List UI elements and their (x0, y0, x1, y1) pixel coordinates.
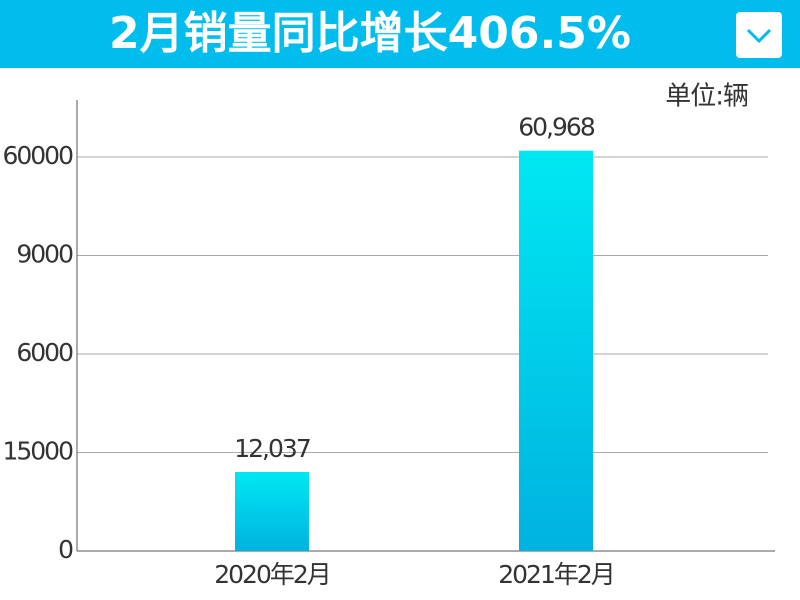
bar (519, 150, 593, 552)
chart-title: 2月销量同比增长406.5% (109, 8, 631, 59)
header-band (0, 0, 800, 68)
bar (235, 471, 309, 551)
y-tick-label: 15000 (2, 437, 73, 466)
y-tick-label: 9000 (16, 240, 73, 269)
dropdown-box[interactable] (736, 12, 782, 58)
dropdown-chevron[interactable] (746, 28, 772, 44)
unit-label: 单位:辆 (665, 82, 748, 112)
y-tick-label: 0 (58, 535, 73, 564)
value-label: 60,968 (518, 113, 595, 142)
value-label: 12,037 (234, 434, 310, 463)
x-tick-label: 2021年2月 (498, 560, 614, 589)
x-tick-label: 2020年2月 (214, 560, 330, 589)
dropdown-button[interactable] (736, 12, 782, 58)
y-tick-label: 60000 (2, 141, 73, 170)
y-tick-label: 6000 (16, 338, 73, 367)
